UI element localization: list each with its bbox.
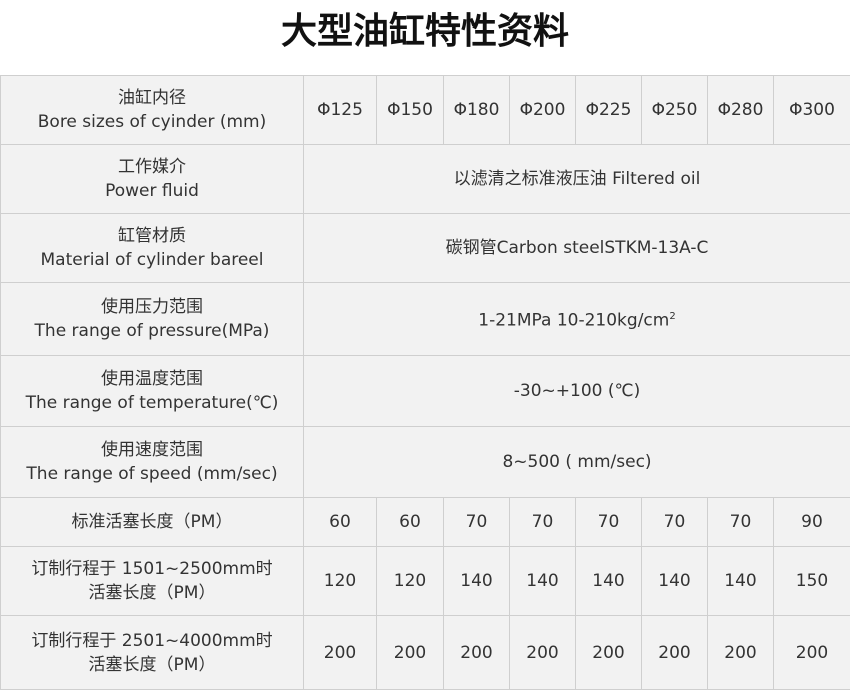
cell: Φ180	[443, 75, 510, 145]
cell: Φ125	[303, 75, 377, 145]
cell: 200	[443, 615, 510, 690]
cell: -30~+100 (℃)	[303, 355, 850, 427]
cell: Φ200	[509, 75, 576, 145]
row-label: 缸管材质 Material of cylinder bareel	[0, 213, 304, 283]
row-label: 订制行程于 2501~4000mm时 活塞长度（PM）	[0, 615, 304, 690]
cell: 140	[575, 546, 642, 616]
cell: Φ250	[641, 75, 708, 145]
row-temperature: 使用温度范围 The range of temperature(℃) -30~+1…	[0, 355, 850, 427]
cell: Φ150	[376, 75, 444, 145]
label-zh: 工作媒介	[118, 157, 186, 177]
cell: 200	[773, 615, 850, 690]
cell: 150	[773, 546, 850, 616]
row-label: 工作媒介 Power fluid	[0, 144, 304, 214]
label-zh: 使用压力范围	[101, 297, 203, 317]
label-en: The range of temperature(℃)	[25, 393, 279, 413]
label-zh: 油缸内径	[118, 88, 186, 108]
row-fluid: 工作媒介 Power fluid 以滤清之标准液压油 Filtered oil	[0, 144, 850, 214]
row-label: 订制行程于 1501~2500mm时 活塞长度（PM）	[0, 546, 304, 616]
cell: 60	[303, 497, 377, 547]
cell: Φ225	[575, 75, 642, 145]
cell: 200	[575, 615, 642, 690]
row-custom-1: 订制行程于 1501~2500mm时 活塞长度（PM） 120 120 140 1…	[0, 546, 850, 616]
row-label: 标准活塞长度（PM）	[0, 497, 304, 547]
label-line2: 活塞长度（PM）	[88, 583, 216, 603]
row-custom-2: 订制行程于 2501~4000mm时 活塞长度（PM） 200 200 200 2…	[0, 615, 850, 690]
cell: 140	[509, 546, 576, 616]
cell: 以滤清之标准液压油 Filtered oil	[303, 144, 850, 214]
label-zh: 使用温度范围	[101, 369, 203, 389]
row-speed: 使用速度范围 The range of speed (mm/sec) 8~500 …	[0, 426, 850, 498]
row-material: 缸管材质 Material of cylinder bareel 碳钢管Carbo…	[0, 213, 850, 283]
cell: 70	[509, 497, 576, 547]
cell: 140	[443, 546, 510, 616]
label-en: The range of speed (mm/sec)	[26, 464, 278, 484]
label-zh: 缸管材质	[118, 226, 186, 246]
cell: 140	[641, 546, 708, 616]
label-line2: 活塞长度（PM）	[88, 654, 216, 675]
cell: 200	[707, 615, 774, 690]
cell: 200	[509, 615, 576, 690]
row-label: 油缸内径 Bore sizes of cyinder (mm)	[0, 75, 304, 145]
cell: Φ280	[707, 75, 774, 145]
cell: 1-21MPa 10-210kg/cm2	[303, 282, 850, 356]
cell: 140	[707, 546, 774, 616]
page-title: 大型油缸特性资料	[280, 11, 569, 52]
label-en: Power fluid	[105, 181, 199, 201]
label-line1: 订制行程于 2501~4000mm时	[31, 630, 273, 651]
cell: 200	[303, 615, 377, 690]
row-label: 使用速度范围 The range of speed (mm/sec)	[0, 426, 304, 498]
superscript: 2	[669, 311, 676, 323]
cell: 120	[376, 546, 444, 616]
cylinder-spec-table: 油缸内径 Bore sizes of cyinder (mm) Φ125 Φ150…	[0, 75, 850, 690]
cell: 120	[303, 546, 377, 616]
cell: 70	[707, 497, 774, 547]
row-bore: 油缸内径 Bore sizes of cyinder (mm) Φ125 Φ150…	[0, 75, 850, 145]
cell: 70	[641, 497, 708, 547]
cell: 70	[443, 497, 510, 547]
cell: 碳钢管Carbon steelSTKM-13A-C	[303, 213, 850, 283]
cell: 8~500 ( mm/sec)	[303, 426, 850, 498]
cell: 200	[376, 615, 444, 690]
row-std-piston: 标准活塞长度（PM） 60 60 70 70 70 70 70 90	[0, 497, 850, 547]
cell: 200	[641, 615, 708, 690]
label-en: The range of pressure(MPa)	[34, 321, 270, 341]
label-zh: 使用速度范围	[101, 440, 203, 460]
label-line1: 订制行程于 1501~2500mm时	[31, 559, 273, 579]
label-en: Material of cylinder bareel	[40, 250, 264, 270]
cell: 70	[575, 497, 642, 547]
row-label: 使用压力范围 The range of pressure(MPa)	[0, 282, 304, 356]
cell: Φ300	[773, 75, 850, 145]
cell: 60	[376, 497, 444, 547]
pressure-value: 1-21MPa 10-210kg/cm	[478, 310, 670, 331]
row-label: 使用温度范围 The range of temperature(℃)	[0, 355, 304, 427]
label-en: Bore sizes of cyinder (mm)	[37, 112, 267, 132]
row-pressure: 使用压力范围 The range of pressure(MPa) 1-21MPa…	[0, 282, 850, 356]
cell: 90	[773, 497, 850, 547]
